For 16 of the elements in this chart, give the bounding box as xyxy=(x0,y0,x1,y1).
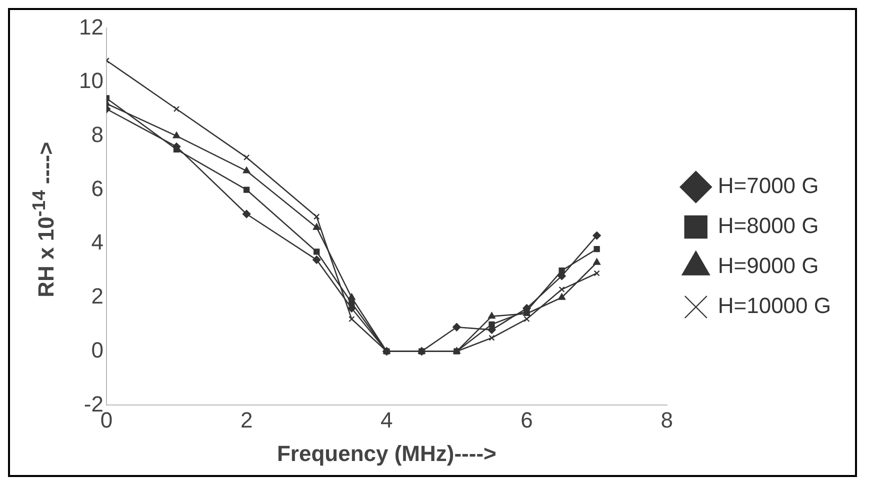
y-tick-label: 12 xyxy=(78,14,104,40)
y-tick-label: 4 xyxy=(91,230,104,255)
legend-label: H=8000 G xyxy=(718,213,819,238)
x-axis-title: Frequency (MHz)----> xyxy=(276,440,496,466)
legend-label: H=7000 G xyxy=(718,173,819,198)
x-tick-label: 4 xyxy=(380,407,393,432)
y-tick-label: 6 xyxy=(91,176,104,201)
y-tick-label: 0 xyxy=(91,337,104,362)
x-tick-label: 6 xyxy=(520,407,533,432)
legend-label: H=10000 G xyxy=(718,293,832,318)
legend-label: H=9000 G xyxy=(718,253,819,278)
x-tick-label: 2 xyxy=(240,407,253,432)
y-tick-label: 8 xyxy=(91,122,104,147)
y-tick-label: 10 xyxy=(78,68,104,94)
y-tick-label: 2 xyxy=(91,284,104,309)
x-tick-label: 8 xyxy=(660,407,673,432)
